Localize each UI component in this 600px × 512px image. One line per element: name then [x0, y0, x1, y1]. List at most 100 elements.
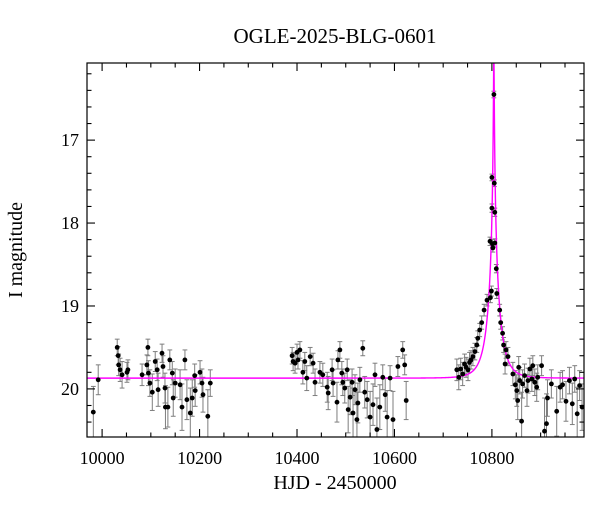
- data-point: [335, 357, 341, 363]
- x-tick-label: 10000: [80, 448, 125, 468]
- data-point: [569, 401, 575, 407]
- data-point: [170, 395, 176, 401]
- data-point: [182, 357, 188, 363]
- data-point: [470, 354, 476, 359]
- x-axis-label: HJD - 2450000: [273, 472, 396, 494]
- data-point: [139, 372, 145, 378]
- data-point: [160, 364, 166, 369]
- data-point: [199, 380, 205, 386]
- data-point: [384, 414, 390, 420]
- data-point: [345, 407, 351, 412]
- data-point: [402, 362, 408, 368]
- data-point: [339, 370, 345, 376]
- data-point: [549, 381, 554, 387]
- data-point: [144, 362, 150, 368]
- data-point: [477, 327, 483, 333]
- model-curve: [87, 63, 584, 379]
- data-point: [525, 378, 531, 383]
- data-point: [372, 372, 378, 378]
- data-point: [370, 402, 376, 408]
- data-point: [382, 392, 388, 398]
- data-point: [360, 345, 366, 351]
- data-point: [475, 335, 481, 341]
- data-point: [484, 297, 490, 303]
- data-point: [567, 378, 572, 383]
- data-point: [329, 367, 335, 373]
- data-point: [320, 372, 326, 378]
- data-point: [492, 240, 498, 246]
- data-point: [162, 385, 168, 391]
- data-point: [377, 404, 383, 410]
- data-point: [514, 388, 520, 393]
- data-point: [297, 347, 303, 353]
- data-point: [497, 307, 503, 313]
- data-point: [503, 347, 509, 353]
- x-tick-label: 10400: [275, 448, 320, 468]
- data-point: [544, 421, 549, 427]
- x-tick-label: 10600: [372, 448, 417, 468]
- x-tick-label: 10800: [469, 448, 514, 468]
- data-point: [519, 418, 524, 424]
- data-point: [167, 357, 173, 363]
- data-point: [312, 379, 318, 385]
- data-point: [491, 180, 497, 186]
- y-tick-label: 18: [61, 213, 79, 233]
- data-point: [310, 360, 316, 366]
- data-point: [545, 395, 550, 401]
- data-point: [192, 388, 198, 393]
- data-point: [352, 387, 358, 393]
- data-point: [324, 384, 330, 390]
- data-point: [374, 427, 380, 432]
- data-point: [147, 380, 153, 386]
- data-point: [146, 370, 151, 376]
- tick-labels-layer: 10000 10200 10400 10600 10800 17 18 19 20: [61, 130, 514, 468]
- data-point: [493, 266, 499, 272]
- data-point: [119, 372, 125, 378]
- data-point: [295, 357, 301, 363]
- data-point: [342, 385, 348, 391]
- data-point: [349, 379, 355, 385]
- data-point: [465, 367, 471, 373]
- data-point: [364, 397, 370, 403]
- data-point: [357, 377, 363, 383]
- data-point: [362, 389, 368, 395]
- y-axis-label: I magnitude: [5, 202, 27, 298]
- data-points-layer: [90, 92, 584, 434]
- data-point: [355, 400, 361, 406]
- data-point: [403, 398, 409, 403]
- data-point: [539, 363, 544, 369]
- data-point: [304, 375, 310, 381]
- data-point: [489, 175, 495, 180]
- data-point: [500, 330, 505, 336]
- data-point: [520, 381, 525, 387]
- data-point: [502, 361, 508, 367]
- data-point: [390, 417, 396, 422]
- data-point: [481, 307, 487, 313]
- data-layer: [87, 63, 584, 437]
- data-point: [125, 367, 131, 373]
- data-point: [534, 384, 540, 390]
- data-point: [95, 377, 101, 383]
- data-point: [492, 209, 498, 215]
- data-point: [172, 380, 178, 386]
- data-point: [292, 360, 298, 366]
- data-point: [454, 367, 460, 373]
- data-point: [563, 398, 569, 404]
- data-point: [154, 367, 160, 373]
- data-point: [354, 417, 360, 422]
- data-point: [472, 349, 478, 354]
- data-point: [367, 414, 373, 420]
- data-point: [489, 288, 494, 294]
- data-point: [179, 404, 185, 410]
- data-point: [350, 410, 356, 416]
- plot-frame: [86, 62, 585, 438]
- data-point: [460, 371, 466, 377]
- data-point: [152, 359, 158, 364]
- data-point: [115, 353, 121, 359]
- data-point: [489, 205, 495, 211]
- data-point: [347, 394, 353, 400]
- data-point: [337, 347, 343, 353]
- data-point: [512, 382, 518, 388]
- data-point: [554, 408, 560, 414]
